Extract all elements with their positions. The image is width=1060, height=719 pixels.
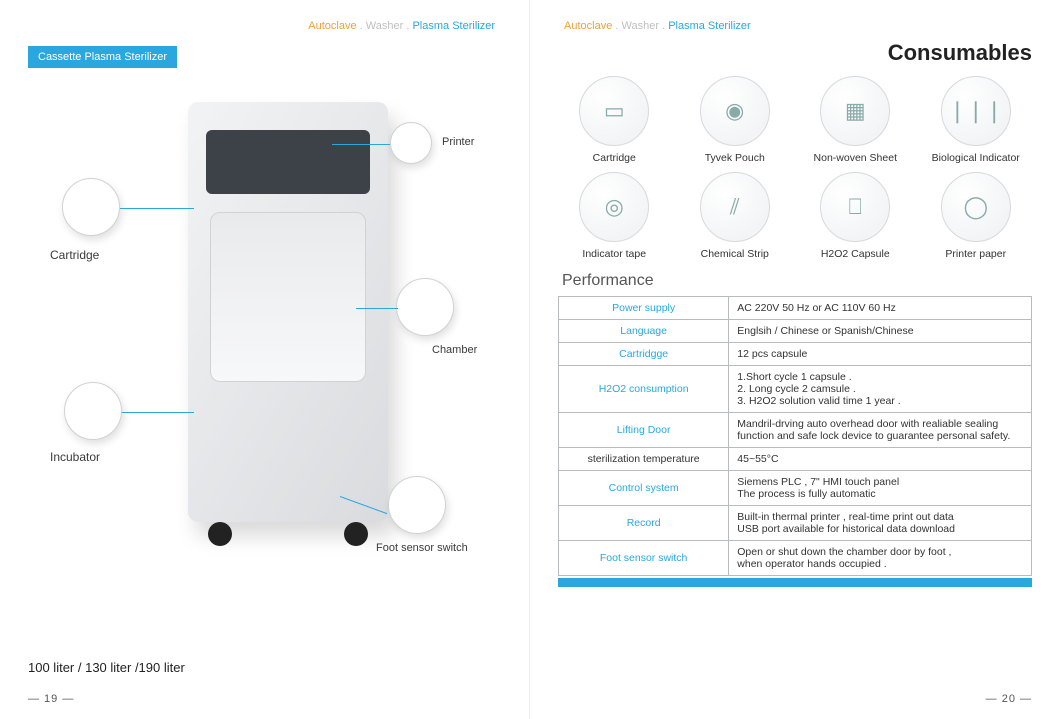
header-dot2-r: . — [662, 20, 665, 32]
label-foot: Foot sensor switch — [376, 542, 468, 554]
consumable-label: Chemical Strip — [701, 248, 769, 260]
header-dot2: . — [406, 20, 409, 32]
table-key: Cartridgge — [559, 343, 729, 366]
wheel-left-icon — [208, 522, 232, 546]
callout-chamber-icon — [396, 278, 454, 336]
consumable-label: H2O2 Capsule — [821, 248, 890, 260]
table-value: AC 220V 50 Hz or AC 110V 60 Hz — [729, 297, 1032, 320]
consumable-icon: ⫽ — [700, 172, 770, 242]
label-printer: Printer — [442, 136, 474, 148]
consumable-label: Cartridge — [593, 152, 636, 164]
table-value: Siemens PLC , 7" HMI touch panel The pro… — [729, 471, 1032, 506]
table-row: RecordBuilt-in thermal printer , real-ti… — [559, 506, 1032, 541]
consumable-icon: ▭ — [579, 76, 649, 146]
hero-illustration: Cartridge Incubator Printer Chamber Foot… — [28, 82, 501, 572]
machine-body — [188, 102, 388, 522]
table-row: H2O2 consumption1.Short cycle 1 capsule … — [559, 366, 1032, 413]
consumable-label: Tyvek Pouch — [705, 152, 765, 164]
consumable-label: Biological Indicator — [932, 152, 1020, 164]
table-key: Lifting Door — [559, 413, 729, 448]
table-key: Foot sensor switch — [559, 541, 729, 576]
consumable-icon: ⎕ — [820, 172, 890, 242]
table-value: Open or shut down the chamber door by fo… — [729, 541, 1032, 576]
table-value: 12 pcs capsule — [729, 343, 1032, 366]
header-plasma-r: Plasma Sterilizer — [668, 20, 751, 32]
table-row: Power supplyAC 220V 50 Hz or AC 110V 60 … — [559, 297, 1032, 320]
table-row: Control systemSiemens PLC , 7" HMI touch… — [559, 471, 1032, 506]
consumable-item: ◎ Indicator tape — [564, 172, 665, 260]
header-autoclave-r: Autoclave — [564, 20, 612, 32]
callout-printer-icon — [390, 122, 432, 164]
table-row: sterilization temperature45~55°C — [559, 448, 1032, 471]
header-line-right: Autoclave . Washer . Plasma Sterilizer — [558, 20, 1032, 32]
page-right: Autoclave . Washer . Plasma Sterilizer C… — [530, 0, 1060, 719]
page-number-left: — 19 — — [28, 693, 74, 705]
header-washer: Washer — [366, 20, 404, 32]
table-key: Record — [559, 506, 729, 541]
label-chamber: Chamber — [432, 344, 477, 356]
lead-printer — [332, 144, 390, 145]
product-badge: Cassette Plasma Sterilizer — [28, 46, 177, 68]
table-key: Power supply — [559, 297, 729, 320]
consumables-title: Consumables — [558, 40, 1032, 66]
table-row: LanguageEnglsih / Chinese or Spanish/Chi… — [559, 320, 1032, 343]
consumable-label: Indicator tape — [582, 248, 646, 260]
consumable-label: Printer paper — [945, 248, 1006, 260]
consumable-icon: ◉ — [700, 76, 770, 146]
sizes-line: 100 liter / 130 liter /190 liter — [28, 660, 185, 675]
performance-table: Power supplyAC 220V 50 Hz or AC 110V 60 … — [558, 296, 1032, 576]
page-left: Autoclave . Washer . Plasma Sterilizer C… — [0, 0, 530, 719]
header-plasma: Plasma Sterilizer — [412, 20, 495, 32]
table-accent-bar — [558, 578, 1032, 587]
machine-door — [210, 212, 366, 382]
table-key: Language — [559, 320, 729, 343]
header-autoclave: Autoclave — [308, 20, 356, 32]
table-row: Cartridgge12 pcs capsule — [559, 343, 1032, 366]
consumable-item: ❘❘❘ Biological Indicator — [926, 76, 1027, 164]
performance-title: Performance — [562, 272, 1032, 290]
consumable-icon: ◯ — [941, 172, 1011, 242]
table-value: Mandril-drving auto overhead door with r… — [729, 413, 1032, 448]
table-key: H2O2 consumption — [559, 366, 729, 413]
table-value: Built-in thermal printer , real-time pri… — [729, 506, 1032, 541]
table-key: Control system — [559, 471, 729, 506]
lead-chamber — [356, 308, 398, 309]
label-cartridge: Cartridge — [50, 248, 99, 262]
consumable-item: ▭ Cartridge — [564, 76, 665, 164]
consumable-item: ▦ Non-woven Sheet — [805, 76, 906, 164]
callout-cartridge-icon — [62, 178, 120, 236]
consumable-label: Non-woven Sheet — [814, 152, 897, 164]
table-row: Foot sensor switchOpen or shut down the … — [559, 541, 1032, 576]
consumable-icon: ◎ — [579, 172, 649, 242]
callout-incubator-icon — [64, 382, 122, 440]
header-line-left: Autoclave . Washer . Plasma Sterilizer — [28, 20, 501, 32]
consumable-icon: ❘❘❘ — [941, 76, 1011, 146]
consumable-item: ⎕ H2O2 Capsule — [805, 172, 906, 260]
table-key: sterilization temperature — [559, 448, 729, 471]
table-value: 1.Short cycle 1 capsule . 2. Long cycle … — [729, 366, 1032, 413]
label-incubator: Incubator — [50, 450, 100, 464]
table-value: Englsih / Chinese or Spanish/Chinese — [729, 320, 1032, 343]
consumable-item: ◉ Tyvek Pouch — [685, 76, 786, 164]
consumable-item: ◯ Printer paper — [926, 172, 1027, 260]
header-washer-r: Washer — [622, 20, 660, 32]
lead-incubator — [122, 412, 194, 413]
table-value: 45~55°C — [729, 448, 1032, 471]
callout-foot-icon — [388, 476, 446, 534]
header-dot-r: . — [615, 20, 618, 32]
consumable-item: ⫽ Chemical Strip — [685, 172, 786, 260]
header-dot: . — [360, 20, 363, 32]
page-number-right: — 20 — — [986, 693, 1032, 705]
consumables-grid: ▭ Cartridge ◉ Tyvek Pouch ▦ Non-woven Sheet ❘❘… — [558, 76, 1032, 260]
consumable-icon: ▦ — [820, 76, 890, 146]
table-row: Lifting DoorMandril-drving auto overhead… — [559, 413, 1032, 448]
wheel-right-icon — [344, 522, 368, 546]
lead-cartridge — [120, 208, 194, 209]
